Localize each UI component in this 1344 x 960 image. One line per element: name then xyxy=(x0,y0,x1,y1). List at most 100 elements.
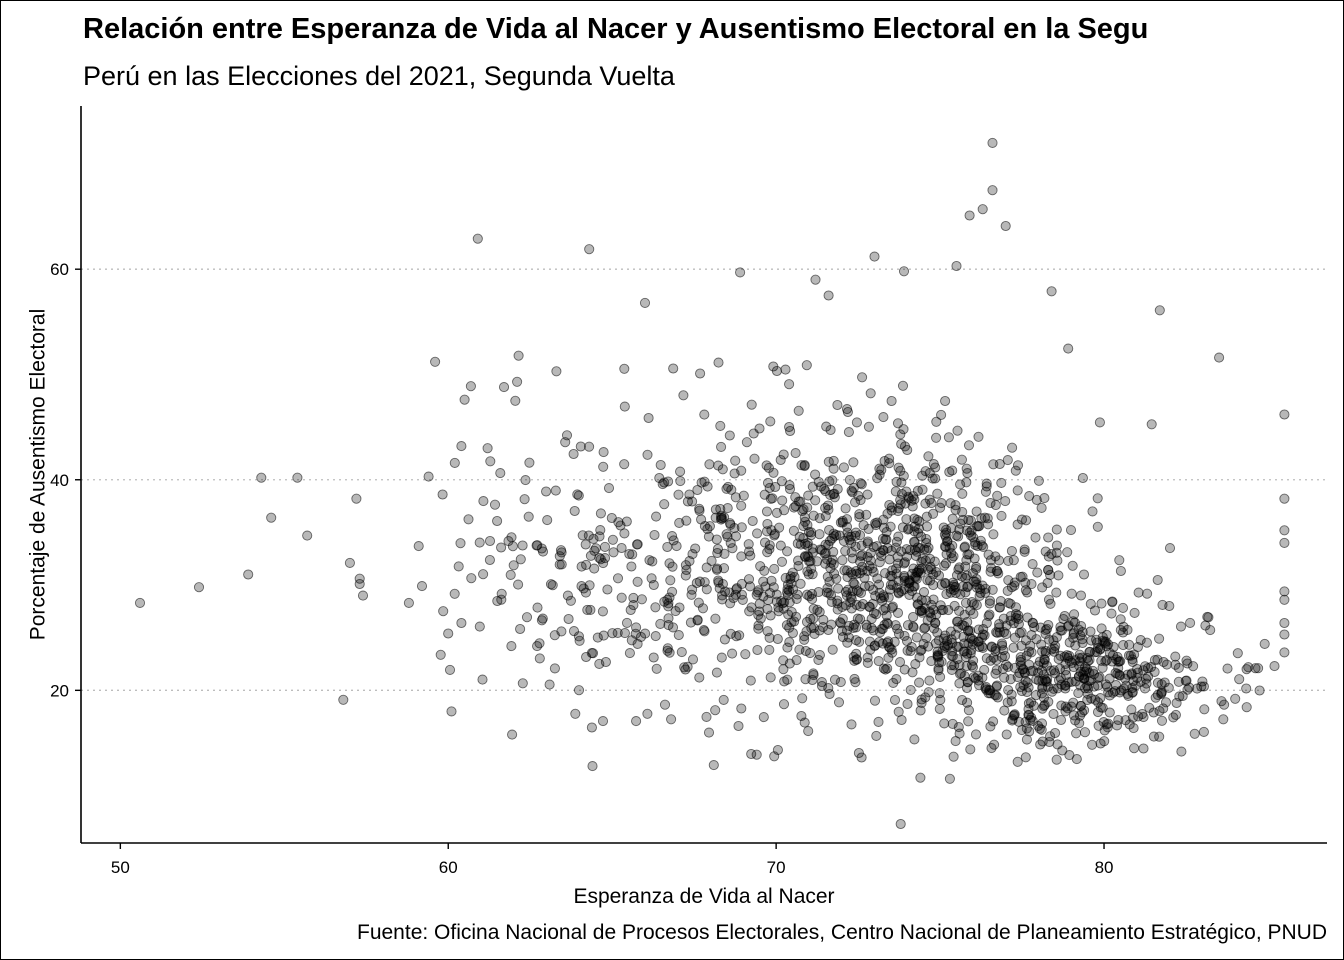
data-point xyxy=(1010,465,1021,476)
data-point xyxy=(1009,710,1020,721)
data-point xyxy=(619,401,630,412)
data-point xyxy=(804,556,815,567)
data-point xyxy=(1156,715,1168,726)
data-point xyxy=(1173,676,1184,687)
data-point xyxy=(354,573,365,584)
data-point xyxy=(885,579,896,590)
data-point xyxy=(616,592,627,603)
data-point xyxy=(924,553,936,564)
data-point xyxy=(928,508,939,519)
data-point xyxy=(915,772,926,783)
data-point xyxy=(1036,502,1047,513)
data-point xyxy=(865,644,876,655)
data-point xyxy=(1077,627,1088,638)
data-point xyxy=(702,481,713,492)
data-point xyxy=(1123,650,1135,661)
data-point xyxy=(871,541,882,552)
data-point xyxy=(513,350,524,361)
data-point xyxy=(991,627,1002,638)
data-point xyxy=(1279,647,1290,658)
data-point xyxy=(955,479,966,490)
data-point xyxy=(738,490,749,501)
data-point xyxy=(988,716,999,727)
data-point xyxy=(861,622,872,633)
data-point xyxy=(134,597,146,608)
data-point xyxy=(1043,551,1054,562)
data-point xyxy=(831,573,842,584)
data-point xyxy=(1154,731,1165,742)
data-point xyxy=(869,695,881,706)
data-point xyxy=(1075,590,1087,601)
data-point xyxy=(1002,661,1014,672)
data-point xyxy=(1129,607,1140,618)
data-point xyxy=(686,589,697,600)
data-point xyxy=(991,566,1002,577)
data-point xyxy=(922,521,933,532)
data-point xyxy=(829,674,841,685)
data-point xyxy=(1028,700,1039,711)
data-point xyxy=(954,668,966,679)
data-point xyxy=(828,528,839,539)
data-point xyxy=(997,663,1009,674)
data-point xyxy=(1138,743,1149,754)
data-point xyxy=(822,571,833,582)
data-point xyxy=(631,622,642,633)
data-point xyxy=(573,685,585,696)
data-point xyxy=(879,455,890,467)
data-point xyxy=(946,553,957,564)
x-tick-label: 80 xyxy=(1095,858,1114,877)
data-point xyxy=(598,558,609,569)
data-point xyxy=(782,584,793,595)
data-point xyxy=(972,636,984,647)
data-point xyxy=(680,664,691,675)
data-point xyxy=(827,475,838,486)
data-point xyxy=(769,751,780,762)
data-point xyxy=(983,549,994,560)
data-point xyxy=(895,495,906,506)
data-point xyxy=(808,603,819,614)
data-point xyxy=(655,618,666,629)
data-point xyxy=(851,417,862,428)
data-point xyxy=(444,664,456,675)
data-point xyxy=(1065,525,1077,536)
data-point xyxy=(639,297,651,308)
data-point xyxy=(908,611,919,623)
data-point xyxy=(1279,525,1290,536)
data-point xyxy=(859,581,870,592)
data-point xyxy=(829,488,840,499)
data-point xyxy=(799,634,810,645)
data-point xyxy=(874,557,885,568)
data-point xyxy=(880,664,891,675)
data-point xyxy=(580,587,591,598)
data-point xyxy=(619,528,630,539)
data-point xyxy=(925,561,936,572)
data-point xyxy=(864,636,875,647)
data-point xyxy=(437,489,448,500)
data-point xyxy=(933,650,944,662)
data-point xyxy=(1039,654,1050,665)
data-point xyxy=(642,449,653,460)
data-point xyxy=(691,577,702,589)
data-point xyxy=(818,614,829,625)
data-point xyxy=(823,290,834,301)
data-point xyxy=(759,565,770,576)
y-tick-label: 40 xyxy=(50,471,69,490)
data-point xyxy=(784,421,795,433)
data-point xyxy=(619,363,630,374)
data-point xyxy=(877,638,888,649)
data-point xyxy=(668,363,679,374)
data-point xyxy=(877,533,889,544)
data-point xyxy=(1043,532,1054,543)
data-point xyxy=(1032,567,1043,578)
data-point xyxy=(950,736,961,747)
data-point xyxy=(856,479,867,490)
data-point xyxy=(1020,752,1031,763)
data-point xyxy=(973,431,984,442)
data-point xyxy=(692,484,703,496)
data-point xyxy=(985,721,996,732)
data-point xyxy=(484,535,496,547)
data-point xyxy=(484,554,495,566)
data-point xyxy=(1230,693,1241,704)
data-point xyxy=(659,499,670,510)
data-point xyxy=(520,475,531,486)
